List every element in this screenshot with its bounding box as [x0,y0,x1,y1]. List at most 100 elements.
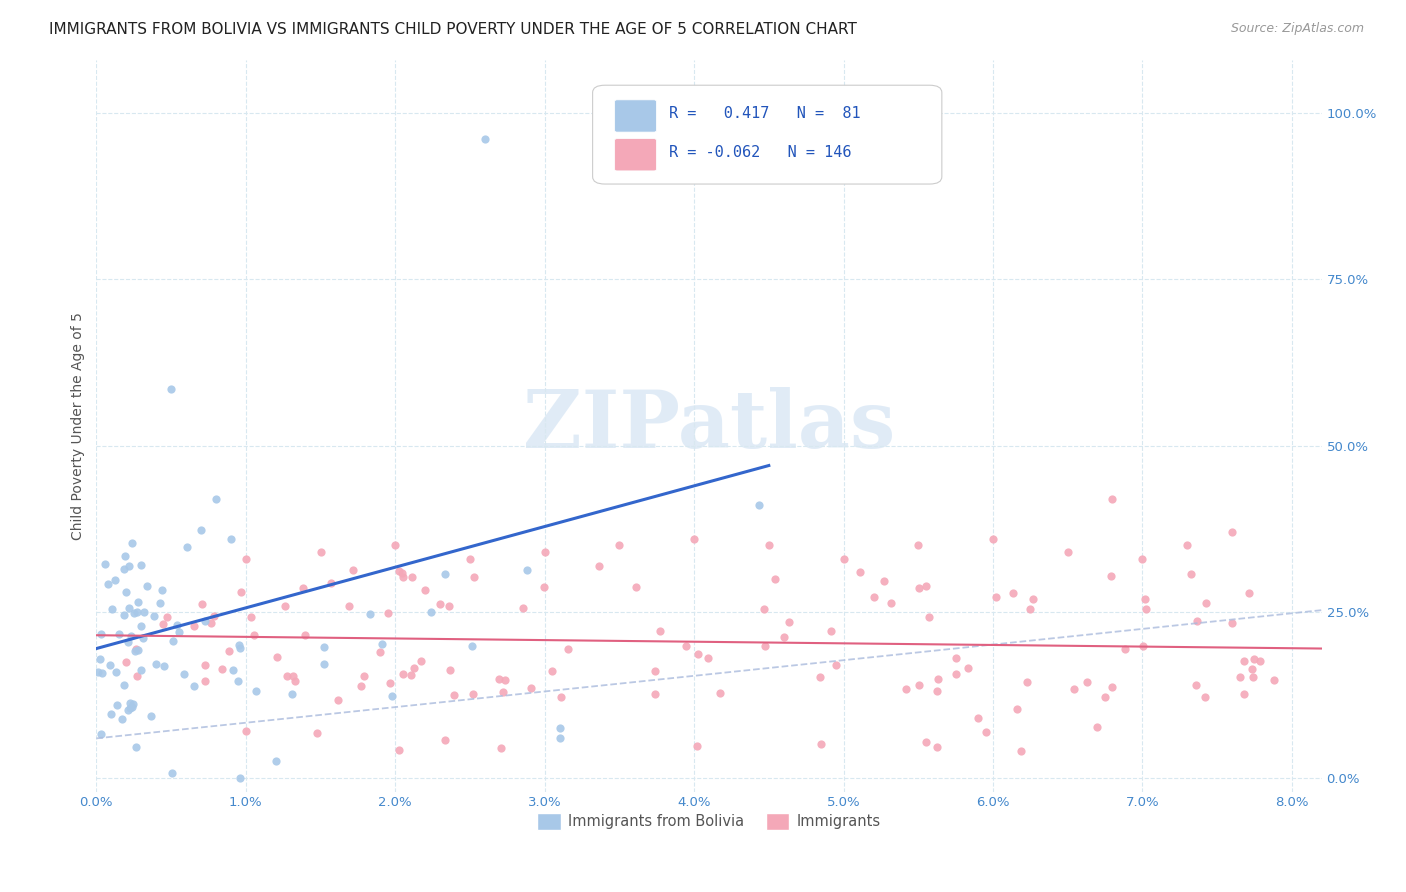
Point [115,585,138,599]
Point [986,591,1008,605]
Point [118,701,141,715]
Point [350,679,373,693]
Point [644,687,666,701]
Point [650,624,672,638]
Point [1101,491,1123,506]
Point [229,640,252,655]
Point [176,540,198,554]
Point [162,634,184,648]
Point [1094,690,1116,705]
Point [1010,744,1032,758]
Point [533,545,555,559]
Point [235,723,257,738]
Point [117,635,139,649]
Point [121,536,143,550]
Point [758,538,780,552]
Text: IMMIGRANTS FROM BOLIVIA VS IMMIGRANTS CHILD POVERTY UNDER THE AGE OF 5 CORRELATI: IMMIGRANTS FROM BOLIVIA VS IMMIGRANTS CH… [49,22,858,37]
Point [94,557,117,571]
Point [763,572,786,586]
Point [118,696,141,710]
Point [413,582,436,597]
Point [112,677,135,691]
Point [458,551,481,566]
Point [292,581,315,595]
Point [1063,681,1085,696]
Point [439,663,461,677]
Point [377,606,399,620]
Point [1019,602,1042,616]
Point [98,658,121,673]
Point [1185,678,1208,692]
Point [87,665,110,680]
Point [1229,670,1251,684]
Point [194,657,217,672]
Point [1241,670,1264,684]
Point [685,739,707,754]
Point [1263,673,1285,687]
Point [392,570,415,584]
Point [205,491,228,506]
Point [1175,538,1198,552]
Point [1007,702,1029,716]
Text: R = -0.062   N = 146: R = -0.062 N = 146 [669,145,851,160]
Point [100,707,122,722]
Point [118,601,141,615]
Point [124,644,146,658]
Point [294,627,316,641]
FancyBboxPatch shape [614,100,657,132]
Point [242,628,264,642]
Point [125,605,148,619]
Point [281,687,304,701]
Point [1237,586,1260,600]
Point [404,661,426,675]
Point [228,638,250,652]
Point [122,697,145,711]
Point [368,645,391,659]
Point [228,772,250,786]
Point [353,669,375,683]
Point [127,668,149,682]
Point [359,607,381,621]
Point [474,132,496,146]
Point [908,678,931,692]
Point [688,647,710,661]
Point [90,727,112,741]
Point [194,614,217,628]
Point [101,602,124,616]
Point [104,573,127,587]
Point [443,688,465,702]
Point [153,659,176,673]
Point [429,597,451,611]
Point [231,584,253,599]
Point [281,669,304,683]
Point [540,665,562,679]
Point [945,667,967,681]
Point [825,657,848,672]
Point [309,545,332,559]
Point [104,665,127,680]
Point [1185,614,1208,628]
Point [863,591,886,605]
Point [326,692,349,706]
Point [925,684,948,698]
Point [90,627,112,641]
Point [122,606,145,620]
Point [492,684,515,698]
Point [391,566,413,580]
Point [112,608,135,623]
Point [1240,661,1263,675]
Point [125,641,148,656]
Point [145,657,167,671]
Point [200,616,222,631]
Point [121,699,143,714]
Point [1132,551,1154,566]
Point [914,734,936,748]
Point [226,673,249,688]
Point [219,532,242,546]
Point [89,652,111,666]
Point [896,681,918,696]
Point [276,669,298,683]
Point [114,549,136,564]
Point [160,382,183,396]
Point [557,642,579,657]
